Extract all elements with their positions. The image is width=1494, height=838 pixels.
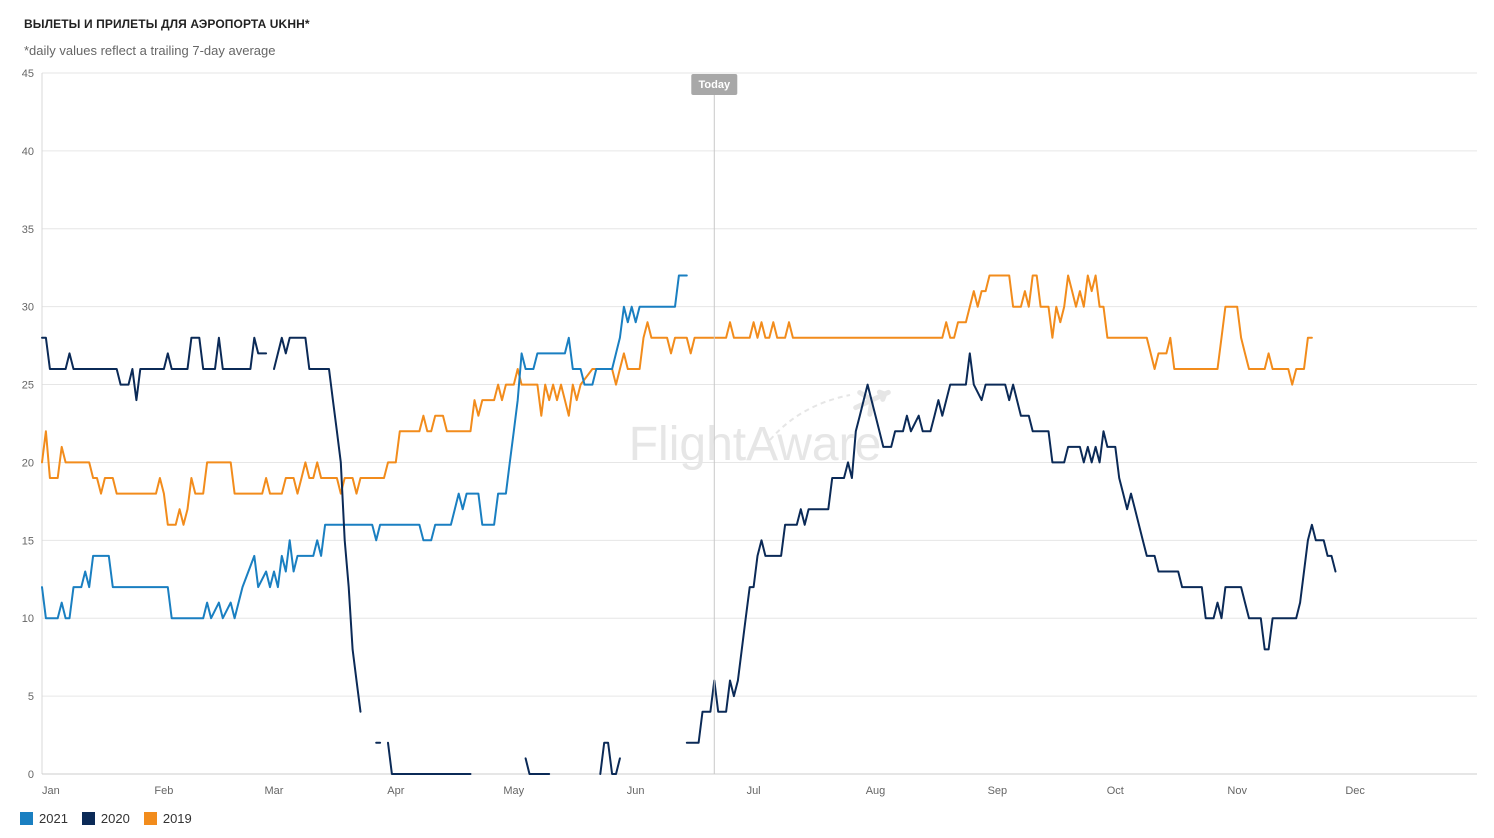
watermark-arc <box>769 394 851 441</box>
x-tick-label: Apr <box>387 785 404 797</box>
x-tick-label: Sep <box>988 785 1008 797</box>
series-line-2020 <box>387 741 472 775</box>
series-line-2020 <box>41 336 268 402</box>
series-lines <box>41 274 1337 775</box>
series-line-2020 <box>524 757 551 775</box>
y-tick-label: 35 <box>22 224 34 236</box>
series-line-2020 <box>599 741 621 775</box>
x-tick-label: Nov <box>1227 785 1247 797</box>
legend-swatch-2021 <box>20 812 33 825</box>
legend: 2021 2020 2019 <box>20 811 192 826</box>
chart-title: ВЫЛЕТЫ И ПРИЛЕТЫ ДЛЯ АЭРОПОРТА UKHH* <box>24 17 310 31</box>
y-axis-ticks: 0 5 10 15 20 25 30 35 40 45 <box>22 68 34 781</box>
y-tick-label: 20 <box>22 457 34 469</box>
series-line-2020 <box>273 336 362 713</box>
legend-item-2019[interactable]: 2019 <box>143 811 192 826</box>
x-tick-label: Jan <box>42 785 60 797</box>
legend-label-2019: 2019 <box>162 811 192 826</box>
x-axis-ticks: Jan Feb Mar Apr May Jun Jul Aug Sep Oct Nov Dec <box>42 785 1365 797</box>
y-tick-label: 25 <box>22 380 34 392</box>
legend-item-2020[interactable]: 2020 <box>81 811 130 826</box>
y-tick-label: 10 <box>22 613 34 625</box>
today-label: Today <box>698 79 730 91</box>
legend-swatch-2020 <box>81 812 95 825</box>
y-tick-label: 15 <box>22 535 34 547</box>
x-tick-label: Jul <box>747 785 761 797</box>
x-tick-label: Oct <box>1107 785 1124 797</box>
x-tick-label: Jun <box>627 785 645 797</box>
x-tick-label: Mar <box>264 785 283 797</box>
series-line-2021 <box>41 274 688 620</box>
chart-subtitle: *daily values reflect a trailing 7-day a… <box>24 43 276 58</box>
y-tick-label: 40 <box>22 146 34 158</box>
series-line-2020 <box>685 352 1337 744</box>
x-tick-label: May <box>503 785 524 797</box>
legend-label-2020: 2020 <box>100 811 130 826</box>
y-tick-label: 5 <box>28 691 34 703</box>
legend-label-2021: 2021 <box>39 811 68 826</box>
today-marker: Today <box>691 74 738 774</box>
y-tick-label: 0 <box>28 769 34 781</box>
x-tick-label: Feb <box>154 785 173 797</box>
legend-item-2021[interactable]: 2021 <box>20 811 68 826</box>
today-label-box <box>691 74 738 95</box>
series-line-2019 <box>41 274 1313 526</box>
x-tick-label: Aug <box>866 785 886 797</box>
x-tick-label: Dec <box>1345 785 1365 797</box>
y-tick-label: 45 <box>22 68 34 80</box>
flightaware-watermark: FlightAware <box>629 418 882 471</box>
y-tick-label: 30 <box>22 302 34 314</box>
legend-swatch-2019 <box>143 812 157 825</box>
